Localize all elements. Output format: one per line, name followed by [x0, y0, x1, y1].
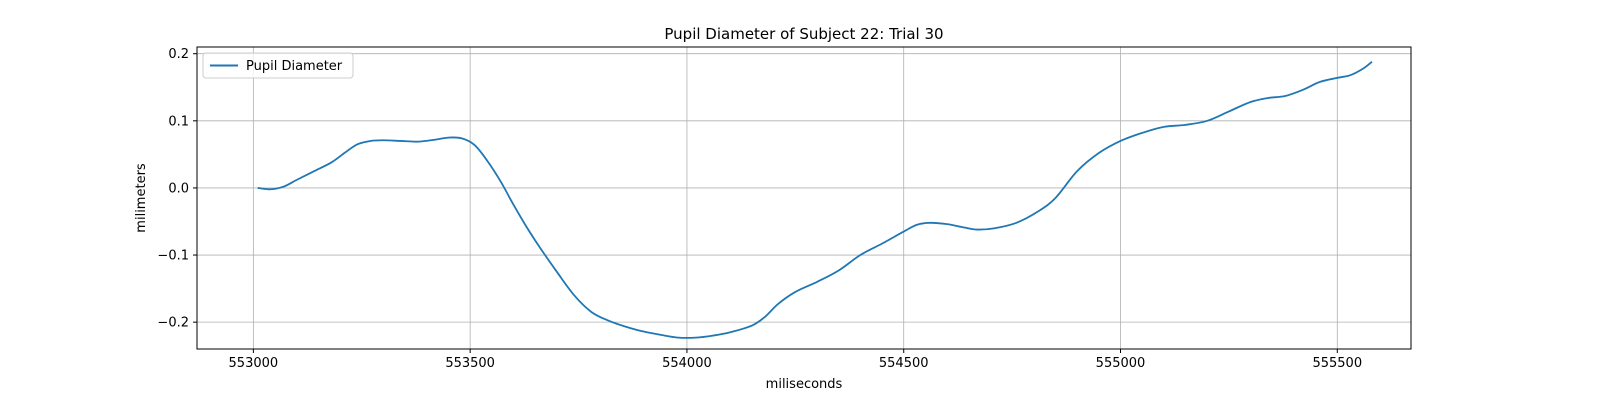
y-tick-label: 0.0	[168, 181, 189, 196]
y-axis-title: milimeters	[134, 163, 149, 233]
legend-box	[202, 52, 354, 79]
legend-label: Pupil Diameter	[246, 59, 343, 74]
x-tick-label: 554000	[662, 356, 712, 371]
x-tick-label: 554500	[879, 356, 929, 371]
plot-frame	[196, 46, 1412, 350]
legend: Pupil Diameter	[202, 52, 354, 79]
x-axis-title: miliseconds	[766, 377, 843, 392]
x-tick-label: 555500	[1312, 356, 1362, 371]
x-tick-label: 553000	[229, 356, 279, 371]
y-tick-label: 0.2	[168, 47, 189, 62]
chart-title: Pupil Diameter of Subject 22: Trial 30	[664, 25, 943, 43]
x-tick-label: 555000	[1096, 356, 1146, 371]
y-tick-label: 0.1	[168, 114, 189, 129]
y-axis-ticks: −0.2 −0.1 0.0 0.1 0.2	[157, 47, 197, 331]
x-axis-ticks: 553000 553500 554000 554500 555000 555500	[229, 349, 1362, 371]
y-tick-label: −0.2	[157, 316, 189, 331]
series-line-pupil-diameter	[257, 61, 1373, 339]
x-tick-label: 553500	[445, 356, 495, 371]
series-layer	[257, 61, 1373, 339]
y-tick-label: −0.1	[157, 249, 189, 264]
